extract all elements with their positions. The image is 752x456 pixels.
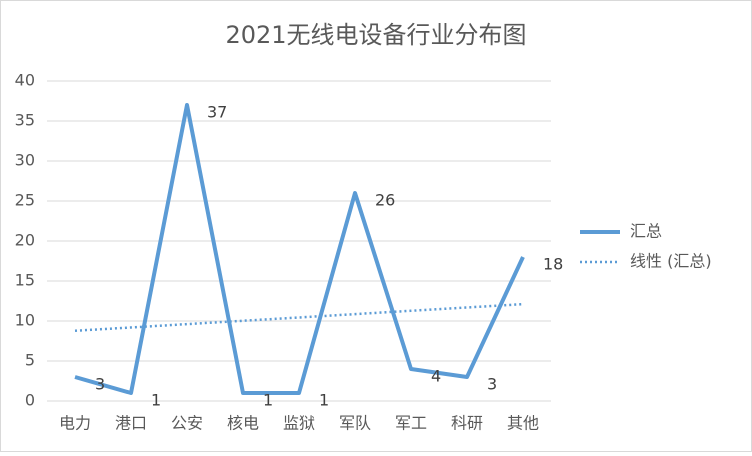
series-line [74, 103, 525, 395]
x-tick-label: 公安 [171, 414, 203, 433]
y-tick-label: 5 [25, 351, 35, 370]
data-label: 4 [431, 367, 441, 386]
data-label: 3 [95, 375, 105, 394]
y-tick-label: 20 [15, 231, 35, 250]
x-tick-label: 科研 [451, 414, 483, 433]
x-tick-label: 电力 [59, 414, 91, 433]
data-label: 37 [207, 103, 227, 122]
y-tick-label: 35 [15, 111, 35, 130]
x-tick-label: 核电 [227, 414, 259, 433]
legend-label: 汇总 [630, 222, 662, 241]
data-label: 3 [487, 375, 497, 394]
y-tick-label: 30 [15, 151, 35, 170]
data-label: 1 [319, 391, 329, 410]
x-tick-label: 军队 [339, 414, 371, 433]
x-tick-label: 其他 [507, 414, 539, 433]
chart-title: 2021无线电设备行业分布图 [225, 21, 526, 49]
data-label: 18 [543, 255, 563, 274]
data-label: 1 [151, 391, 161, 410]
y-tick-label: 0 [25, 391, 35, 410]
data-label: 1 [263, 391, 273, 410]
y-tick-label: 15 [15, 271, 35, 290]
y-tick-label: 25 [15, 191, 35, 210]
x-tick-label: 监狱 [283, 414, 315, 433]
y-tick-label: 40 [15, 71, 35, 90]
x-tick-label: 军工 [395, 414, 427, 433]
data-label: 26 [375, 191, 395, 210]
x-tick-label: 港口 [115, 414, 147, 433]
legend-label: 线性 (汇总) [630, 252, 712, 271]
y-tick-label: 10 [15, 311, 35, 330]
